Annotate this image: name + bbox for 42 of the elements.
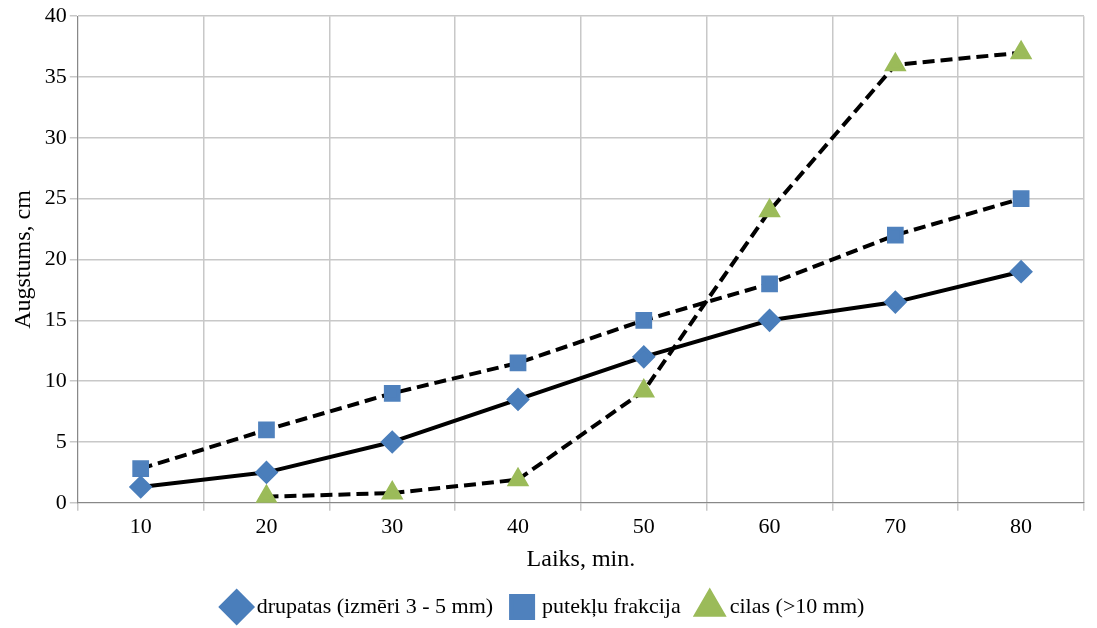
point: [256, 485, 277, 503]
point: [508, 468, 528, 487]
point: [886, 226, 904, 244]
point: [635, 311, 653, 329]
x-tick-label: 80: [1010, 512, 1033, 538]
x-tick-label: 30: [381, 512, 404, 538]
x-tick-label: 40: [507, 512, 530, 538]
x-tick-label: 20: [255, 512, 278, 538]
point: [258, 421, 275, 439]
x-tick-label: 50: [632, 512, 655, 538]
legend-label: cilas (>10 mm): [729, 592, 865, 618]
y-tick-label: 15: [44, 306, 67, 332]
x-tick-label: 70: [884, 512, 907, 538]
point: [761, 275, 778, 293]
point: [255, 461, 278, 484]
y-tick-label: 5: [55, 427, 67, 453]
point: [132, 460, 150, 478]
x-tick-label: 60: [758, 512, 781, 538]
y-axis-title: Augstums, cm: [8, 189, 35, 329]
legend-label: drupatas (izmēri 3 - 5 mm): [256, 592, 494, 618]
point: [383, 384, 401, 402]
x-tick-label: 10: [129, 512, 152, 538]
point: [129, 475, 152, 498]
point: [1010, 260, 1033, 283]
y-tick-label: 35: [44, 62, 67, 88]
point: [382, 482, 403, 500]
y-tick-label: 10: [44, 366, 67, 392]
point: [758, 309, 781, 332]
y-tick-label: 0: [55, 488, 67, 514]
x-axis-title: Laiks, min.: [526, 544, 636, 571]
point: [884, 291, 907, 314]
point: [633, 379, 654, 398]
point: [632, 345, 655, 368]
y-tick-label: 20: [44, 245, 67, 271]
y-tick-label: 25: [44, 184, 67, 210]
y-tick-label: 30: [44, 123, 67, 149]
point: [1012, 190, 1030, 208]
point: [507, 388, 530, 411]
point: [381, 430, 404, 453]
legend-label: putekļu frakcija: [542, 592, 681, 618]
y-tick-label: 40: [44, 1, 67, 27]
point: [509, 354, 527, 372]
